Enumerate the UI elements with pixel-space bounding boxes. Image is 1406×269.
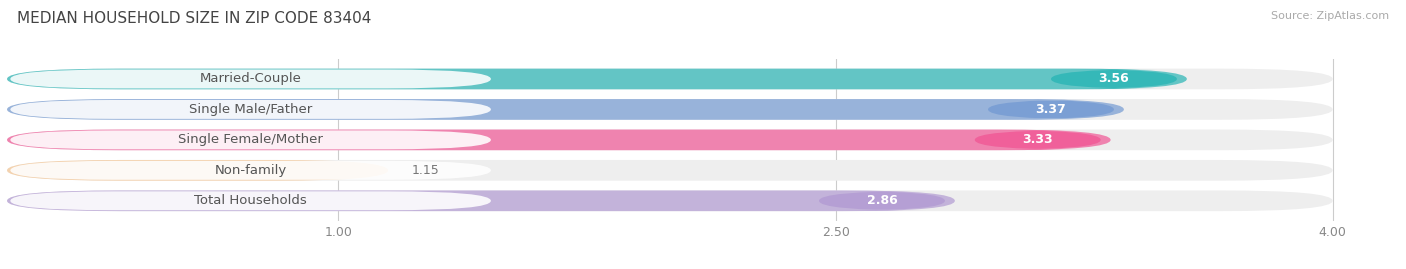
FancyBboxPatch shape — [7, 190, 1333, 211]
FancyBboxPatch shape — [988, 100, 1114, 119]
FancyBboxPatch shape — [7, 69, 1187, 89]
Text: MEDIAN HOUSEHOLD SIZE IN ZIP CODE 83404: MEDIAN HOUSEHOLD SIZE IN ZIP CODE 83404 — [17, 11, 371, 26]
FancyBboxPatch shape — [974, 130, 1101, 150]
Text: Non-family: Non-family — [215, 164, 287, 177]
Text: Single Male/Father: Single Male/Father — [188, 103, 312, 116]
Text: 3.37: 3.37 — [1036, 103, 1066, 116]
FancyBboxPatch shape — [7, 160, 388, 181]
FancyBboxPatch shape — [7, 99, 1333, 120]
FancyBboxPatch shape — [10, 130, 491, 149]
Text: Married-Couple: Married-Couple — [200, 72, 301, 86]
FancyBboxPatch shape — [7, 130, 1111, 150]
Text: 2.86: 2.86 — [866, 194, 897, 207]
FancyBboxPatch shape — [818, 191, 945, 211]
FancyBboxPatch shape — [7, 99, 1123, 120]
Text: Source: ZipAtlas.com: Source: ZipAtlas.com — [1271, 11, 1389, 21]
FancyBboxPatch shape — [10, 100, 491, 119]
FancyBboxPatch shape — [7, 130, 1333, 150]
FancyBboxPatch shape — [7, 160, 1333, 181]
FancyBboxPatch shape — [10, 161, 491, 180]
FancyBboxPatch shape — [10, 191, 491, 210]
Text: 1.15: 1.15 — [412, 164, 439, 177]
FancyBboxPatch shape — [7, 69, 1333, 89]
Text: Single Female/Mother: Single Female/Mother — [179, 133, 323, 146]
Text: Total Households: Total Households — [194, 194, 307, 207]
Text: 3.56: 3.56 — [1098, 72, 1129, 86]
FancyBboxPatch shape — [1052, 69, 1177, 89]
FancyBboxPatch shape — [7, 190, 955, 211]
FancyBboxPatch shape — [10, 69, 491, 89]
Text: 3.33: 3.33 — [1022, 133, 1053, 146]
